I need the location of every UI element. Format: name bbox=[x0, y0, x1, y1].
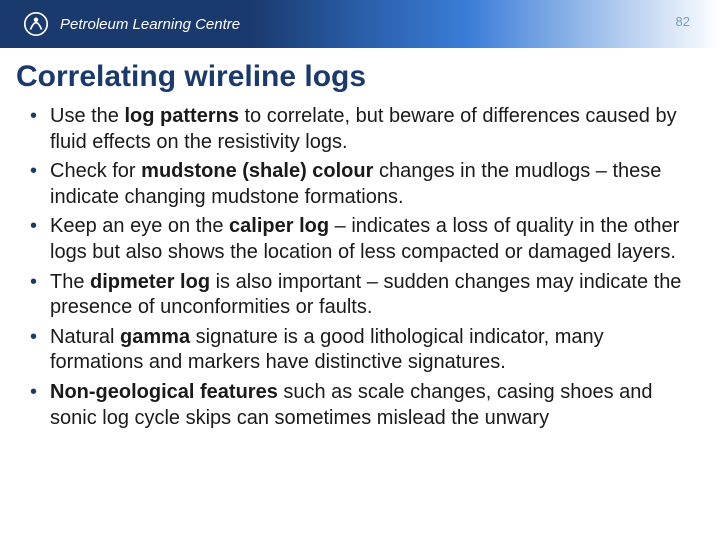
page-number: 82 bbox=[676, 14, 690, 29]
slide-title: Correlating wireline logs bbox=[0, 48, 720, 104]
slide-header: Petroleum Learning Centre 82 bbox=[0, 0, 720, 48]
bullet-text-part: Natural bbox=[50, 326, 120, 348]
bullet-item: Keep an eye on the caliper log – indicat… bbox=[28, 214, 692, 265]
bullet-text-part: The bbox=[50, 271, 90, 293]
bullet-list: Use the log patterns to correlate, but b… bbox=[28, 104, 692, 431]
bullet-item: Check for mudstone (shale) colour change… bbox=[28, 159, 692, 210]
bullet-item: The dipmeter log is also important – sud… bbox=[28, 270, 692, 321]
slide-body: Use the log patterns to correlate, but b… bbox=[0, 104, 720, 431]
bullet-text-part: Use the bbox=[50, 105, 124, 127]
brand-name: Petroleum Learning Centre bbox=[60, 16, 240, 33]
bullet-text-part: Check for bbox=[50, 160, 141, 182]
bullet-text-part: gamma bbox=[120, 326, 190, 348]
bullet-text-part: mudstone (shale) colour bbox=[141, 160, 373, 182]
bullet-text-part: Non-geological features bbox=[50, 381, 278, 403]
bullet-text-part: log patterns bbox=[124, 105, 238, 127]
bullet-item: Use the log patterns to correlate, but b… bbox=[28, 104, 692, 155]
bullet-item: Non-geological features such as scale ch… bbox=[28, 380, 692, 431]
bullet-text-part: caliper log bbox=[229, 215, 329, 237]
brand-logo-icon bbox=[22, 10, 50, 38]
bullet-text-part: Keep an eye on the bbox=[50, 215, 229, 237]
bullet-text-part: dipmeter log bbox=[90, 271, 210, 293]
bullet-item: Natural gamma signature is a good lithol… bbox=[28, 325, 692, 376]
